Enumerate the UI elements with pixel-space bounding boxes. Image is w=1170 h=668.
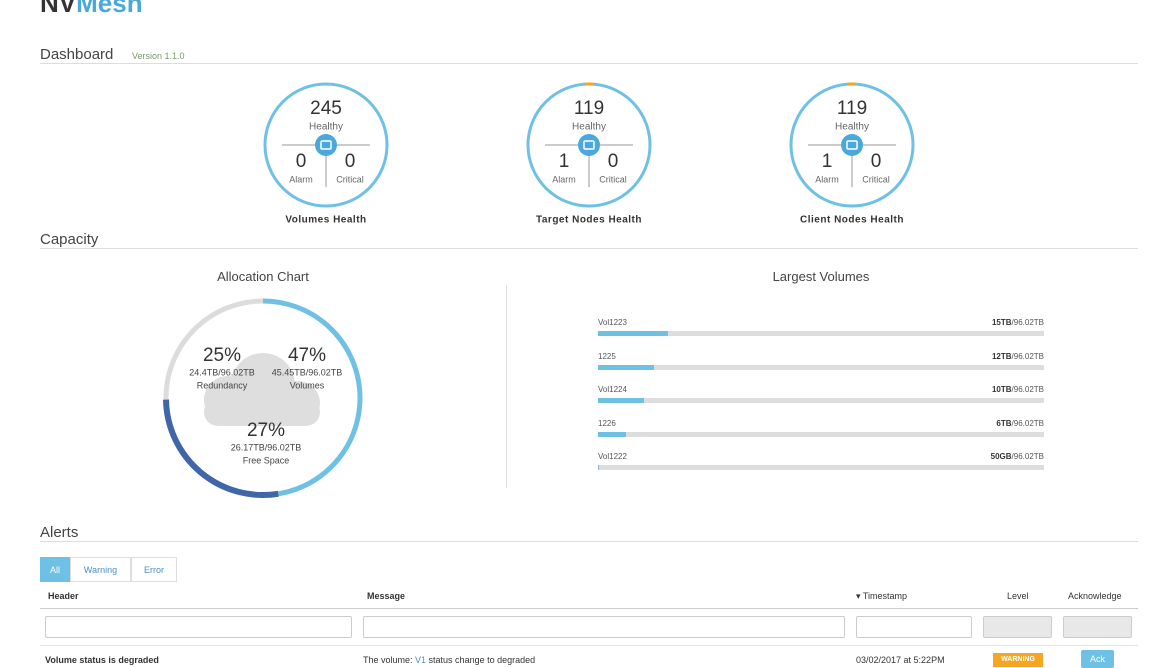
bar-fill	[598, 398, 644, 403]
healthy-label: Healthy	[572, 122, 606, 133]
filter-input[interactable]	[363, 616, 845, 638]
segment-name: Redundancy	[197, 380, 248, 390]
segment-percent: 47%	[288, 345, 326, 366]
column-header[interactable]: Acknowledge	[1068, 591, 1122, 601]
alarm-count: 1	[559, 151, 570, 172]
volume-usage: 12TB/96.02TB	[598, 352, 1044, 361]
critical-label: Critical	[862, 174, 890, 184]
message-text: status change to degraded	[426, 655, 535, 665]
alarm-label: Alarm	[552, 174, 576, 184]
volume-usage: 6TB/96.02TB	[598, 419, 1044, 428]
segment-percent: 25%	[203, 345, 241, 366]
total-label: /96.02TB	[1012, 385, 1044, 394]
tab[interactable]: Error	[131, 557, 177, 582]
ack-button[interactable]: Ack	[1081, 650, 1114, 668]
row-rule	[40, 645, 1138, 646]
alarm-label: Alarm	[289, 174, 313, 184]
alerts-title: Alerts	[40, 524, 78, 541]
total-label: /96.02TB	[1012, 318, 1044, 327]
alert-header: Volume status is degraded	[45, 655, 159, 665]
bar-track	[598, 432, 1044, 437]
used-label: 50GB	[991, 452, 1012, 461]
critical-count: 0	[871, 151, 882, 172]
bar-track	[598, 465, 1044, 470]
segment-detail: 26.17TB/96.02TB	[231, 442, 302, 452]
segment-name: Volumes	[290, 380, 325, 390]
segment-percent: 27%	[247, 420, 285, 441]
segment-name: Free Space	[243, 455, 290, 465]
volume-usage: 10TB/96.02TB	[598, 385, 1044, 394]
healthy-count: 245	[310, 98, 342, 119]
total-label: /96.02TB	[1012, 452, 1044, 461]
used-label: 15TB	[992, 318, 1012, 327]
divider	[40, 541, 1138, 542]
health-title: Target Nodes Health	[536, 215, 642, 226]
message-link[interactable]: V1	[415, 655, 426, 665]
segment-detail: 45.45TB/96.02TB	[272, 367, 343, 377]
used-label: 10TB	[992, 385, 1012, 394]
column-header[interactable]: Message	[367, 591, 405, 601]
critical-count: 0	[345, 151, 356, 172]
segment-detail: 24.4TB/96.02TB	[189, 367, 255, 377]
column-header[interactable]: ▾ Timestamp	[856, 591, 907, 602]
bar-fill	[598, 365, 654, 370]
bar-track	[598, 365, 1044, 370]
health-icon	[841, 134, 863, 156]
bar-fill	[598, 432, 626, 437]
volume-usage: 50GB/96.02TB	[598, 452, 1044, 461]
tab[interactable]: All	[40, 557, 70, 582]
filter-input[interactable]	[45, 616, 352, 638]
alarm-count: 1	[822, 151, 833, 172]
health-icon	[578, 134, 600, 156]
volume-usage: 15TB/96.02TB	[598, 318, 1044, 327]
health-title: Volumes Health	[285, 215, 366, 226]
health-icon	[315, 134, 337, 156]
healthy-count: 119	[837, 98, 867, 119]
column-header[interactable]: Header	[48, 591, 79, 601]
header-rule	[40, 608, 1138, 609]
filter-input	[983, 616, 1052, 638]
alarm-count: 0	[296, 151, 307, 172]
alarm-label: Alarm	[815, 174, 839, 184]
filter-input[interactable]	[856, 616, 972, 638]
tab[interactable]: Warning	[70, 557, 131, 582]
critical-count: 0	[608, 151, 619, 172]
critical-label: Critical	[599, 174, 627, 184]
message-text: The volume:	[363, 655, 415, 665]
alert-timestamp: 03/02/2017 at 5:22PM	[856, 655, 945, 665]
used-label: 6TB	[996, 419, 1011, 428]
alert-message: The volume: V1 status change to degraded	[363, 655, 535, 665]
filter-input	[1063, 616, 1132, 638]
healthy-count: 119	[574, 98, 604, 119]
column-header[interactable]: Level	[1007, 591, 1029, 601]
healthy-label: Healthy	[835, 122, 869, 133]
critical-label: Critical	[336, 174, 364, 184]
bar-track	[598, 398, 1044, 403]
total-label: /96.02TB	[1012, 352, 1044, 361]
total-label: /96.02TB	[1012, 419, 1044, 428]
bar-fill	[598, 331, 668, 336]
used-label: 12TB	[992, 352, 1012, 361]
health-title: Client Nodes Health	[800, 215, 904, 226]
level-badge: WARNING	[993, 653, 1043, 667]
healthy-label: Healthy	[309, 122, 343, 133]
